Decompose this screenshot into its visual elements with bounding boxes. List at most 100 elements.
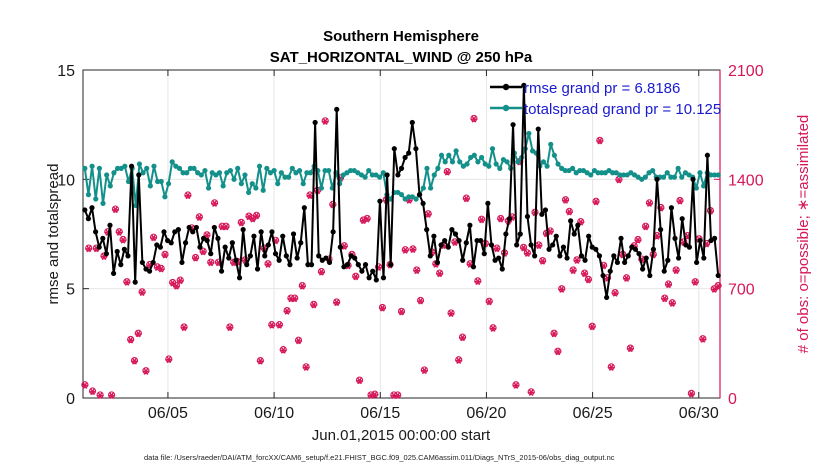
obs-possible-point — [512, 381, 520, 389]
totalspread-point — [286, 174, 292, 180]
rmse-point — [578, 253, 585, 259]
rmse-point — [712, 235, 718, 241]
obs-assimilated-stroke — [307, 192, 313, 200]
obs-assimilated-point — [447, 310, 455, 318]
rmse-point — [550, 242, 556, 248]
obs-assimilated-point — [565, 208, 573, 216]
obs-possible-point — [558, 285, 566, 293]
obs-assimilated-point — [676, 197, 684, 205]
obs-assimilated-stroke — [82, 382, 88, 389]
totalspread-point — [111, 170, 117, 176]
totalspread-point — [260, 187, 266, 193]
obs-assimilated-stroke — [498, 215, 504, 223]
rmse-point — [110, 270, 117, 276]
rmse-point — [395, 172, 401, 178]
obs-assimilated-point — [398, 308, 405, 316]
legend: rmse grand pr = 6.8186 totalspread grand… — [490, 80, 721, 118]
x-tick-label: 06/15 — [360, 405, 400, 422]
obs-possible-point — [115, 228, 123, 236]
rmse-point — [694, 259, 700, 266]
obs-possible-point — [191, 253, 200, 261]
rmse-point — [366, 275, 372, 281]
obs-assimilated-stroke — [86, 245, 92, 253]
totalspread-point — [147, 183, 153, 189]
obs-assimilated-point — [420, 367, 428, 375]
obs-assimilated-stroke — [586, 276, 591, 284]
obs-assimilated-point — [588, 323, 596, 331]
obs-assimilated-stroke — [456, 357, 462, 364]
obs-assimilated-point — [413, 267, 421, 275]
totalspread-point — [442, 159, 448, 165]
rmse-point — [380, 275, 387, 281]
totalspread-point — [449, 159, 456, 165]
totalspread-point — [562, 167, 568, 174]
rmse-point — [686, 244, 693, 250]
obs-assimilated-point — [394, 392, 402, 400]
obs-possible-point — [245, 212, 253, 220]
rmse-point — [269, 229, 275, 235]
obs-possible-point — [645, 199, 653, 207]
totalspread-point — [569, 165, 576, 171]
rmse-point — [690, 176, 696, 182]
obs-assimilated-point — [615, 176, 623, 184]
rmse-point — [438, 242, 444, 248]
axis-ticks: 06/05 06/10 06/15 06/20 06/25 06/30 0 5 10 15 0 700… — [57, 63, 763, 422]
rmse-point — [611, 253, 617, 259]
obs-assimilated-stroke — [395, 392, 401, 400]
totalspread-point — [271, 167, 277, 174]
obs-assimilated-stroke — [227, 324, 233, 332]
totalspread-point — [428, 185, 434, 191]
totalspread-point — [478, 154, 485, 161]
obs-possible-point — [607, 363, 615, 371]
obs-assimilated-point — [367, 392, 375, 400]
obs-possible-point — [127, 335, 135, 343]
obs-assimilated-point — [378, 304, 386, 312]
rmse-point — [452, 231, 459, 237]
totalspread-point — [242, 172, 248, 178]
rmse-point — [334, 106, 340, 112]
totalspread-point — [304, 170, 310, 176]
obs-assimilated-point — [554, 348, 562, 356]
rmse-point — [125, 253, 131, 259]
rmse-point — [161, 229, 167, 235]
totalspread-point — [493, 161, 499, 167]
rmse-point — [557, 253, 563, 259]
y-tick-label-right: 0 — [728, 391, 737, 408]
obs-possible-point — [211, 199, 219, 207]
rmse-point — [535, 126, 541, 132]
rmse-point — [121, 246, 127, 252]
rmse-point — [92, 229, 99, 235]
obs-possible-point — [474, 277, 482, 285]
obs-assimilated-stroke — [593, 198, 599, 206]
obs-assimilated-stroke — [353, 273, 359, 281]
obs-assimilated-stroke — [536, 242, 542, 250]
obs-assimilated-point — [176, 277, 184, 285]
obs-assimilated-point — [451, 239, 459, 246]
rmse-point — [244, 262, 250, 268]
rmse-point — [604, 294, 610, 301]
rmse-point — [542, 207, 549, 213]
obs-assimilated-point — [291, 295, 299, 303]
obs-assimilated-point — [363, 215, 371, 223]
rmse-point — [539, 211, 545, 217]
obs-possible-point — [436, 269, 444, 277]
obs-assimilated-stroke — [258, 357, 263, 365]
totalspread-point — [85, 192, 92, 198]
obs-assimilated-stroke — [486, 298, 492, 306]
obs-possible-point — [470, 114, 478, 122]
rmse-point — [499, 266, 505, 272]
obs-assimilated-point — [81, 382, 89, 389]
totalspread-point — [453, 148, 459, 154]
obs-possible-point — [634, 235, 642, 244]
rmse-point — [478, 237, 484, 244]
obs-assimilated-point — [462, 195, 470, 203]
y-tick-label-right: 1400 — [728, 172, 764, 189]
rmse-point — [402, 154, 408, 161]
totalspread-point — [424, 165, 430, 171]
rmse-point — [679, 216, 685, 222]
totalspread-point — [114, 165, 121, 171]
obs-assimilated-stroke — [422, 367, 427, 375]
obs-possible-point — [588, 322, 596, 330]
rmse-point — [467, 222, 473, 228]
obs-possible-point — [119, 235, 127, 244]
